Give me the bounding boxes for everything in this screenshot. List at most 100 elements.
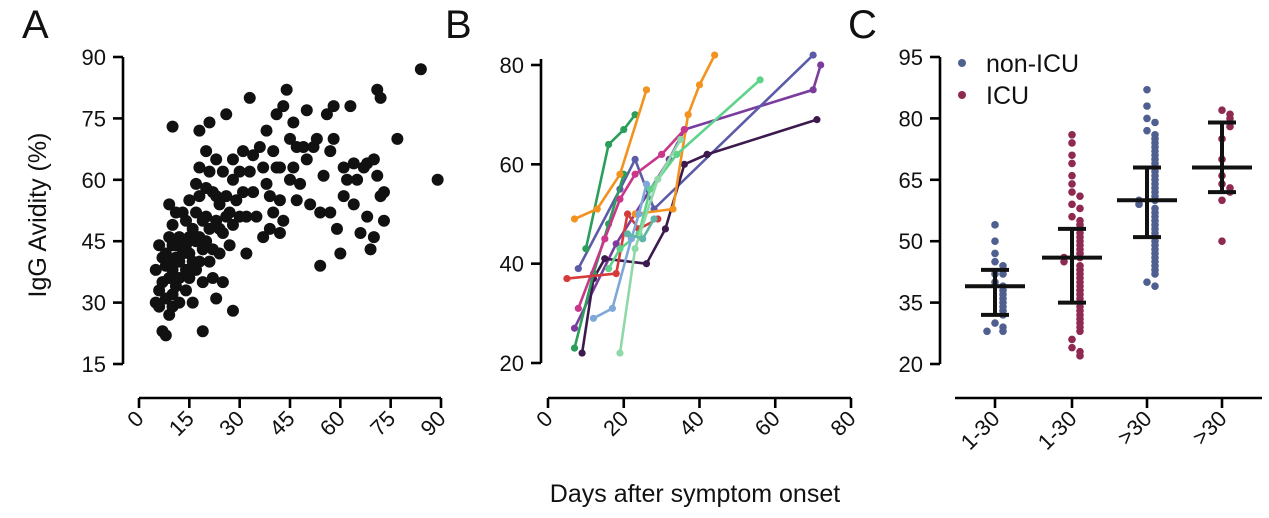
panel-b-series-point-magenta — [601, 235, 609, 243]
panel-b-y-tick-label: 40 — [500, 252, 524, 277]
panel-c-data-point — [983, 327, 991, 336]
panel-c-letter: C — [848, 3, 877, 47]
panel-a-data-point — [377, 214, 390, 227]
panel-a-data-point — [186, 222, 199, 235]
panel-b-series-point-mint — [654, 175, 662, 183]
panel-a-data-point — [203, 116, 216, 129]
panel-a-data-point — [300, 153, 313, 166]
panel-a-data-point — [250, 210, 263, 223]
panel-c-data-point — [1068, 212, 1076, 221]
panel-a-data-point — [327, 132, 340, 145]
panel-b-series-point-orange — [642, 86, 651, 94]
panel-a-data-point — [216, 276, 229, 289]
panel-c-legend-label: ICU — [986, 82, 1029, 110]
panel-b-y-tick-label: 80 — [500, 53, 524, 78]
panel-a-data-point — [431, 173, 444, 186]
panel-a-data-point — [173, 272, 186, 285]
panel-a-data-point — [230, 194, 243, 207]
panel-b-y-tick-label: 20 — [500, 351, 524, 376]
panel-c-data-point — [1068, 188, 1076, 196]
panel-b-series-point-red — [623, 210, 632, 218]
panel-a-data-point — [233, 165, 246, 178]
panel-a-points — [149, 63, 444, 342]
panel-c-data-point — [1218, 106, 1226, 115]
panel-a-x-tick-label: 15 — [164, 406, 199, 441]
panel-c-data-point — [1143, 85, 1151, 94]
panel-c-data-point — [1135, 200, 1143, 209]
panel-a-data-point — [314, 259, 327, 272]
panel-c-data-point — [1068, 159, 1076, 168]
panel-a-data-point — [273, 227, 286, 240]
panel-a-data-point — [391, 132, 404, 145]
panel-b-series-point-dark-purple — [680, 160, 688, 168]
panel-a-data-point — [287, 116, 300, 129]
panel-b-series-point-purple — [570, 324, 579, 332]
panel-a-x-tick-label: 0 — [122, 406, 148, 432]
panel-c-legend-marker — [958, 91, 966, 99]
panel-c-error-bars — [965, 120, 1252, 317]
panel-a-data-point — [186, 296, 199, 309]
panel-a-y-tick-label: 45 — [82, 229, 106, 254]
panel-a-data-point — [324, 145, 337, 158]
panel-c-data-point — [1076, 204, 1084, 213]
panel-b-series-point-dark-purple — [703, 150, 711, 158]
panel-a-data-point — [226, 304, 239, 317]
panel-b-series-point-light-green — [673, 150, 681, 158]
panel-c-points — [983, 85, 1234, 360]
panel-a-data-point — [351, 173, 364, 186]
panel-a-data-point — [226, 153, 239, 166]
panel-b-series-point-light-blue — [635, 210, 643, 218]
panel-a-data-point — [220, 108, 233, 121]
panel-c-data-point — [1068, 200, 1076, 209]
panel-c-data-point — [1143, 278, 1151, 286]
panel-a-data-point — [317, 169, 330, 182]
panel-a-data-point — [414, 63, 427, 76]
panel-a-data-point — [260, 124, 273, 137]
panel-a-data-point — [310, 132, 323, 145]
panel-a-data-point — [190, 206, 203, 219]
panel-a-data-point — [260, 177, 273, 190]
panel-c-data-point — [1151, 118, 1159, 127]
panel-b-series-point-orange-2 — [711, 51, 719, 59]
panel-a-data-point — [196, 276, 209, 289]
panel-c-y-tick-label: 20 — [899, 352, 923, 377]
panel-a-y-tick-label: 75 — [82, 106, 106, 131]
panel-b-series-point-slate-blue — [809, 51, 817, 59]
panel-b-series-point-light-green — [756, 76, 764, 84]
panel-a-data-point — [297, 141, 310, 154]
panel-b-series-point-purple — [817, 61, 825, 69]
panel-b-series-point-slate-blue — [574, 265, 582, 273]
panel-b-series-point-orange-2 — [684, 111, 692, 119]
panel-b-series-point-green-2 — [605, 140, 613, 149]
panel-b-series-line-purple — [573, 64, 822, 329]
panel-c-y-tick-label: 35 — [899, 291, 923, 316]
panel-c-data-point — [991, 221, 999, 229]
panel-a-data-point — [367, 231, 380, 244]
panel-c-data-point — [991, 249, 999, 258]
panel-b-series-point-purple — [809, 86, 817, 94]
panel-a-data-point — [237, 186, 250, 199]
panel-b-series-point-dark-purple — [642, 260, 651, 268]
panel-a-data-point — [247, 149, 260, 162]
panel-a-data-point — [277, 214, 290, 227]
panel-a-data-point — [237, 145, 250, 158]
panel-b-series-point-magenta — [680, 125, 688, 134]
panel-a-data-point — [294, 177, 307, 190]
panel-b-series-point-mint — [676, 135, 685, 144]
panel-a-data-point — [203, 255, 216, 268]
panel-c-data-point — [1068, 139, 1076, 147]
panel-a-x-tick-label: 60 — [315, 406, 350, 441]
panel-a-data-point — [166, 218, 179, 231]
panel-a-data-point — [377, 186, 390, 199]
panel-b: B 20 40 60 80 0 20 40 60 80 — [445, 3, 861, 441]
panel-a-data-point — [280, 83, 293, 96]
panel-b-series-point-green-2 — [620, 125, 628, 134]
panel-a-data-point — [354, 227, 367, 240]
panel-b-series-point-red — [563, 274, 571, 283]
panel-a-data-point — [327, 100, 340, 113]
panel-a-x-tick-label: 75 — [365, 406, 400, 441]
panel-b-series-point-purple — [612, 240, 620, 248]
panel-a-y-tick-label: 90 — [82, 45, 106, 70]
panel-a-y-axis-title: IgG Avidity (%) — [24, 133, 52, 298]
